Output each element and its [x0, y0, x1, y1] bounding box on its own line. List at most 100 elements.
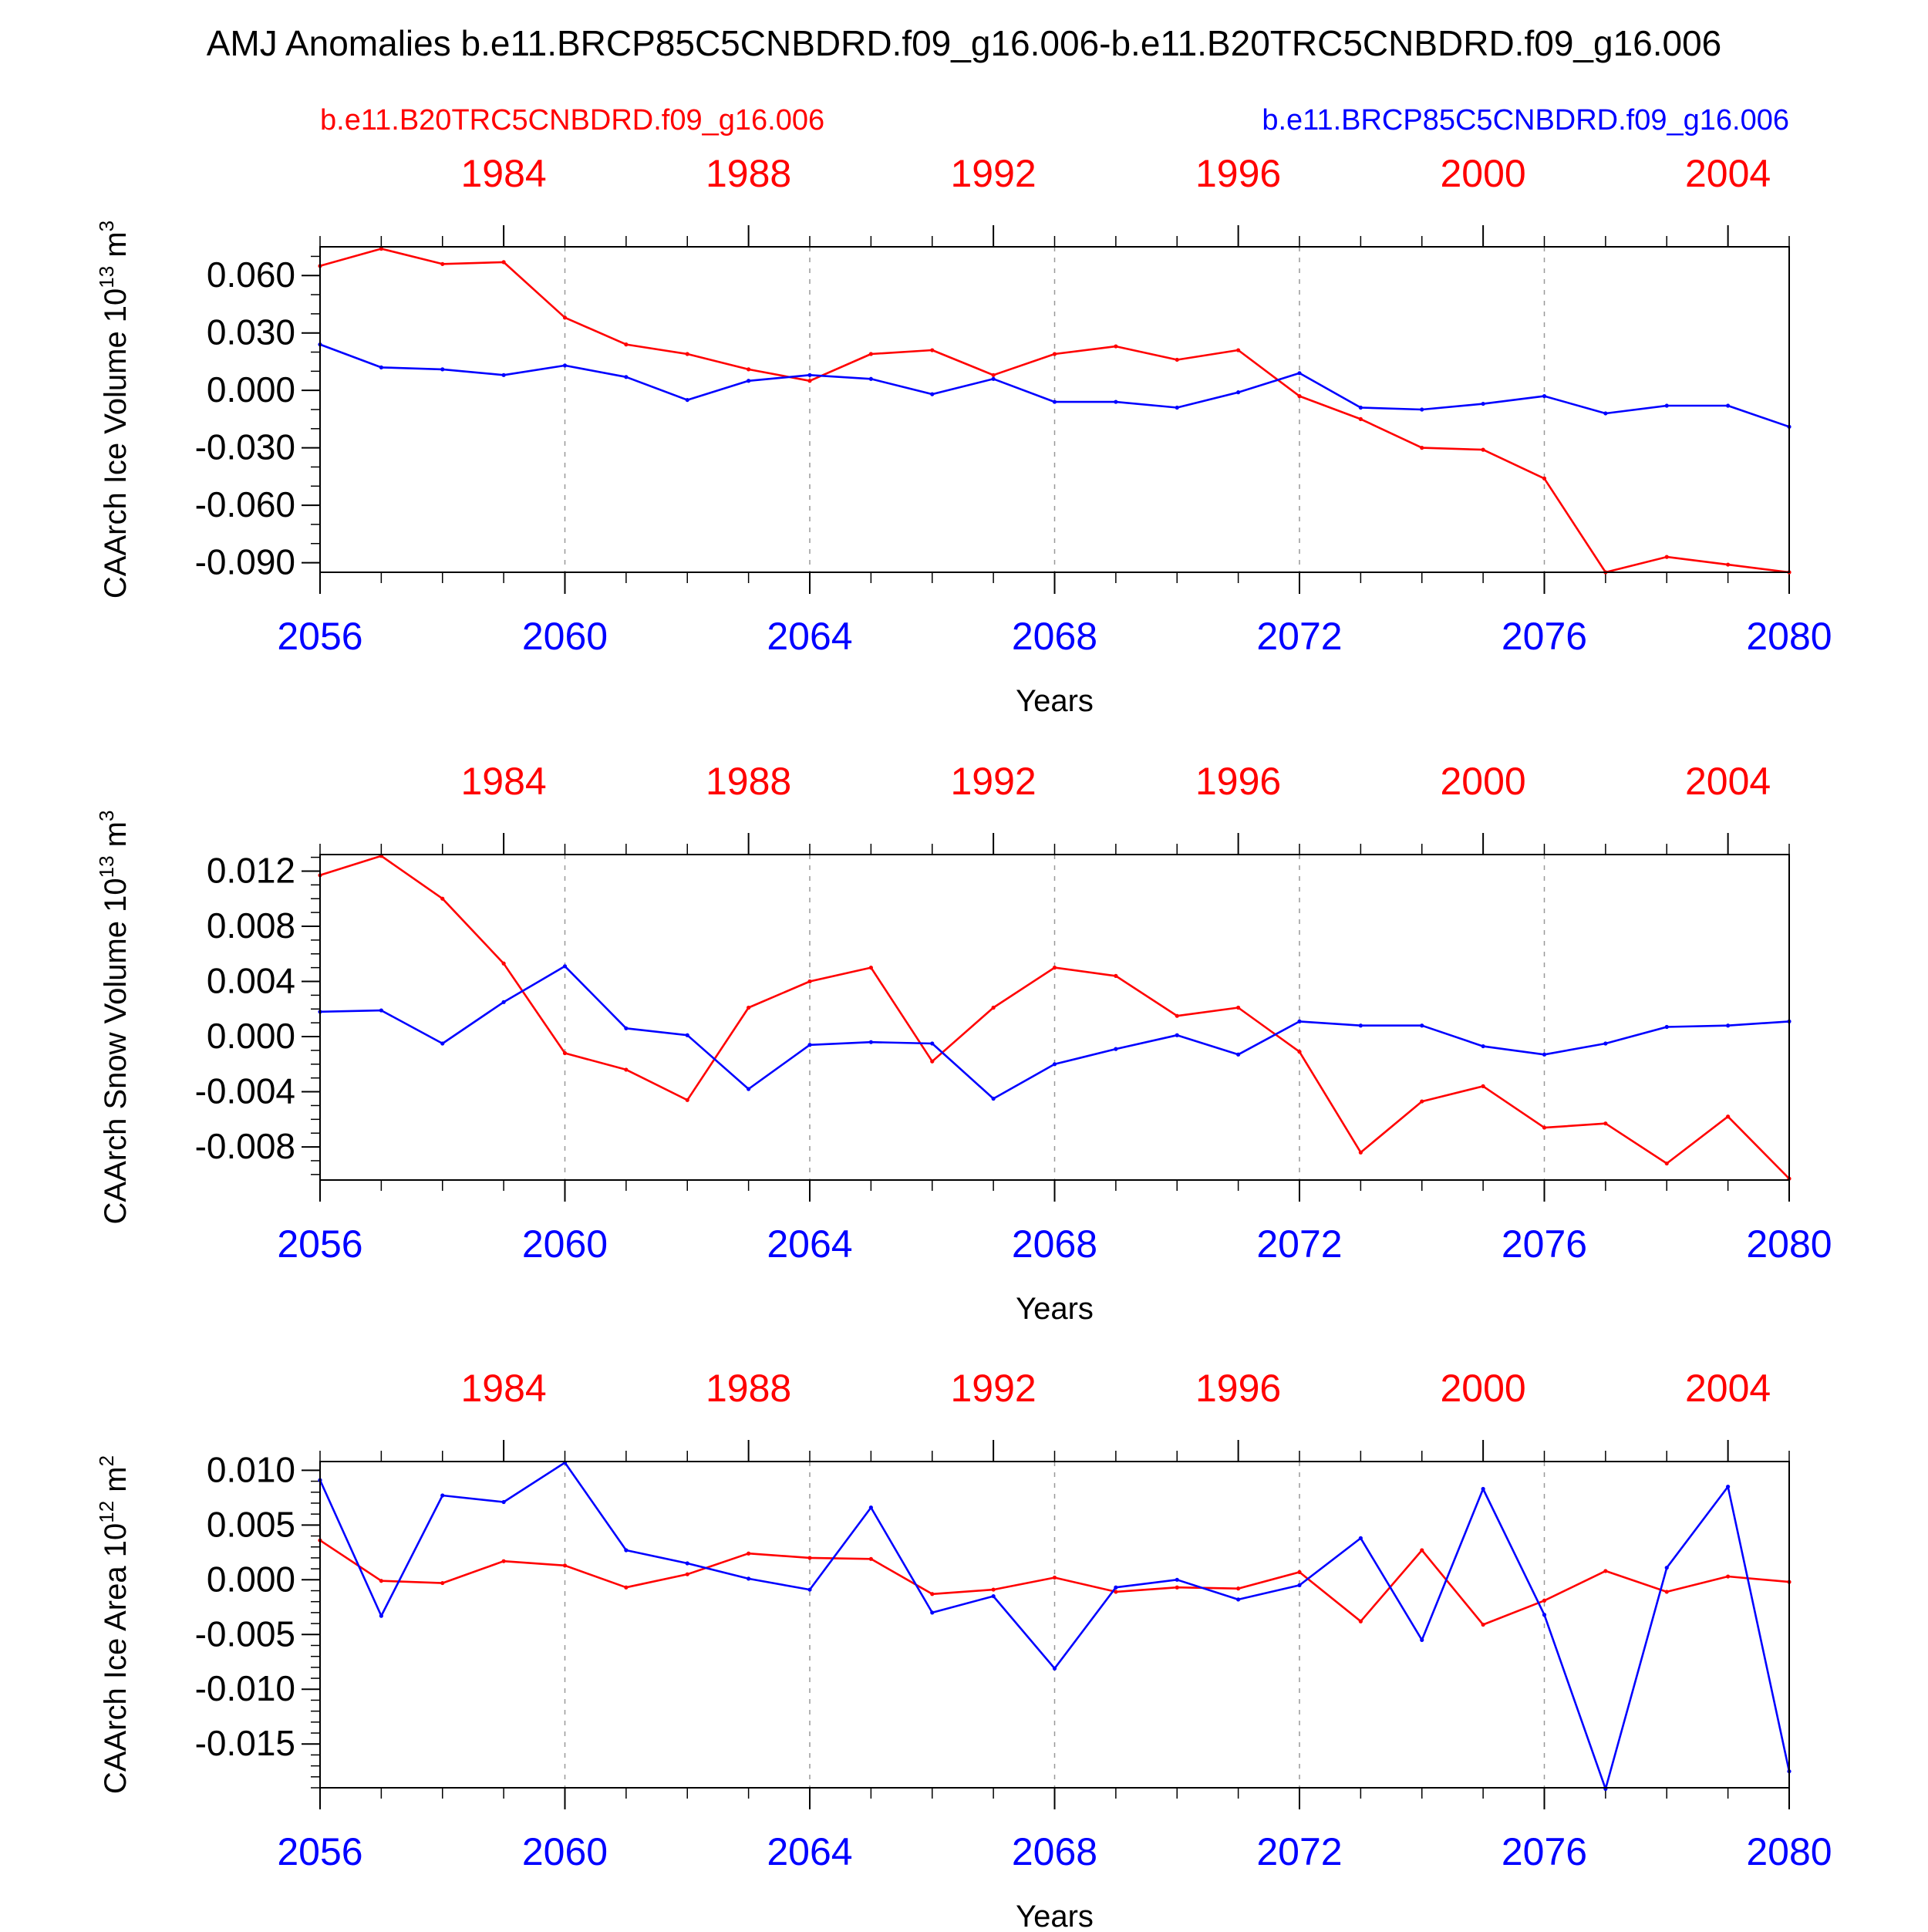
data-point-red [868, 966, 873, 970]
data-point-red [1481, 1084, 1485, 1089]
data-point-red [1603, 1569, 1608, 1573]
data-point-blue [379, 1008, 383, 1013]
y-tick-label: 0.060 [207, 255, 295, 295]
data-point-red [440, 261, 445, 266]
data-point-red [930, 1059, 935, 1064]
data-point-blue [1603, 1041, 1608, 1046]
data-point-blue [501, 1499, 506, 1505]
y-axis-title-part: CAArch Snow Volume 10 [99, 878, 133, 1224]
y-axis-title-part: m [99, 1466, 133, 1500]
data-point-red [440, 896, 445, 901]
y-tick-label: 0.000 [207, 369, 295, 410]
data-point-red [1052, 1575, 1057, 1580]
x-top-tick-label: 2000 [1441, 1367, 1526, 1410]
data-point-red [562, 315, 568, 320]
data-point-red [1297, 1570, 1302, 1574]
data-point-red [1297, 394, 1302, 399]
x-bottom-tick-label: 2060 [522, 1830, 608, 1873]
y-axis-title-part: m [99, 231, 133, 265]
data-point-red [685, 352, 689, 356]
data-point-blue [1236, 1052, 1241, 1057]
data-point-red [1358, 1150, 1363, 1155]
x-bottom-tick-label: 2056 [277, 1222, 362, 1266]
chart-title: AMJ Anomalies b.e11.BRCP85C5CNBDRD.f09_g… [207, 23, 1722, 63]
y-axis-title: CAArch Ice Volume 1013 m3 [95, 221, 133, 598]
data-point-blue [685, 1033, 689, 1037]
data-point-red [1542, 1125, 1547, 1130]
data-point-red [1114, 973, 1118, 978]
data-point-blue [1175, 1577, 1179, 1582]
data-point-blue [930, 1041, 935, 1046]
data-point-blue [1664, 1024, 1669, 1030]
data-point-blue [747, 379, 751, 383]
data-point-red [562, 1563, 568, 1568]
data-point-red [1481, 447, 1485, 452]
y-tick-label: -0.010 [195, 1668, 295, 1708]
x-top-tick-label: 1996 [1195, 760, 1281, 803]
data-point-red [747, 1005, 751, 1010]
x-top-tick-label: 1996 [1195, 1367, 1281, 1410]
data-point-red [868, 352, 873, 356]
data-point-blue [1481, 401, 1485, 406]
y-tick-label: 0.008 [207, 905, 295, 946]
data-point-blue [501, 373, 506, 377]
data-point-red [1358, 1619, 1363, 1623]
data-point-blue [1358, 1023, 1363, 1028]
data-point-blue [624, 1026, 629, 1030]
y-axis-title-part: 13 [95, 266, 118, 288]
data-point-red [1052, 352, 1057, 356]
y-tick-label: -0.008 [195, 1126, 295, 1166]
data-point-red [1542, 1598, 1547, 1603]
data-point-red [1175, 357, 1179, 362]
data-point-red [1114, 1590, 1118, 1594]
data-point-red [1420, 446, 1424, 450]
y-tick-label: 0.012 [207, 850, 295, 890]
data-point-blue [930, 1610, 935, 1615]
x-bottom-tick-label: 2080 [1746, 1830, 1832, 1873]
y-tick-label: 0.005 [207, 1504, 295, 1544]
data-point-blue [1542, 394, 1547, 399]
data-point-blue [1726, 1485, 1731, 1489]
data-point-red [1052, 966, 1057, 970]
data-point-red [991, 1005, 996, 1010]
y-axis-title-part: 2 [95, 1455, 118, 1466]
data-point-red [1664, 1161, 1669, 1166]
y-axis-title-part: CAArch Ice Area 10 [99, 1523, 133, 1794]
data-point-blue [1481, 1486, 1485, 1492]
data-point-red [1481, 1622, 1485, 1627]
data-point-blue [624, 1548, 629, 1553]
data-point-blue [747, 1576, 751, 1581]
data-point-red [1420, 1099, 1424, 1104]
x-top-tick-label: 1988 [706, 760, 791, 803]
data-point-blue [1420, 1023, 1424, 1028]
y-axis-title: CAArch Snow Volume 1013 m3 [95, 811, 133, 1225]
data-point-blue [1114, 400, 1118, 404]
data-point-red [1358, 416, 1363, 422]
y-tick-label: -0.005 [195, 1613, 295, 1654]
plot-frame [319, 1461, 1790, 1789]
data-point-red [379, 1579, 383, 1583]
x-bottom-tick-label: 2064 [767, 1222, 852, 1266]
data-point-blue [562, 964, 568, 969]
y-tick-label: 0.010 [207, 1449, 295, 1489]
x-bottom-tick-label: 2056 [277, 1830, 362, 1873]
data-point-red [685, 1572, 689, 1576]
data-point-red [624, 1067, 629, 1072]
data-point-blue [1052, 400, 1057, 404]
data-point-red [624, 342, 629, 347]
y-axis-title-part: 3 [95, 221, 118, 231]
y-tick-label: -0.090 [195, 542, 295, 582]
y-axis-title-part: 13 [95, 855, 118, 878]
x-axis-title: Years [1016, 1900, 1094, 1928]
data-point-blue [1481, 1044, 1485, 1049]
x-axis-title: Years [1016, 684, 1094, 718]
data-point-blue [1236, 1597, 1241, 1602]
y-tick-label: -0.015 [195, 1723, 295, 1763]
data-point-blue [379, 1613, 383, 1618]
data-point-red [1603, 1121, 1608, 1126]
data-point-red [501, 260, 506, 265]
x-bottom-tick-label: 2072 [1256, 1830, 1342, 1873]
data-point-blue [685, 1561, 689, 1566]
data-point-red [930, 1592, 935, 1597]
x-axis-title: Years [1016, 1292, 1094, 1326]
